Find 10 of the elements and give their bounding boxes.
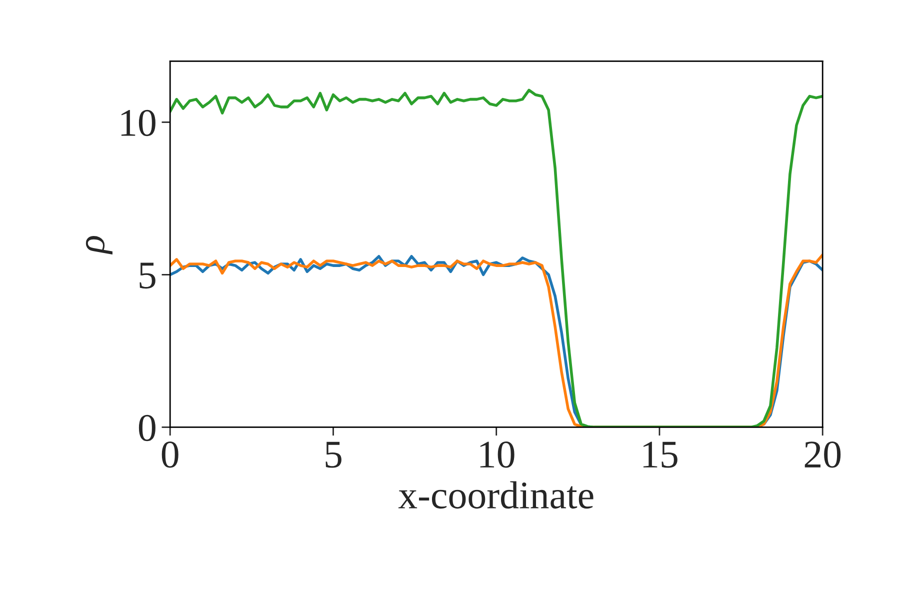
y-tick-label: 10 bbox=[121, 110, 156, 136]
x-axis-title: x-coordinate bbox=[398, 481, 594, 509]
y-tick-label: 5 bbox=[140, 262, 156, 289]
x-tick-label: 5 bbox=[326, 442, 342, 468]
x-tick-label: 15 bbox=[643, 442, 678, 468]
y-tick-label: 0 bbox=[138, 414, 156, 442]
x-tick-label: 0 bbox=[162, 442, 178, 468]
y-axis-title: ρ bbox=[86, 236, 112, 255]
x-tick-label: 20 bbox=[804, 442, 841, 468]
x-tick-label: 10 bbox=[480, 442, 514, 468]
